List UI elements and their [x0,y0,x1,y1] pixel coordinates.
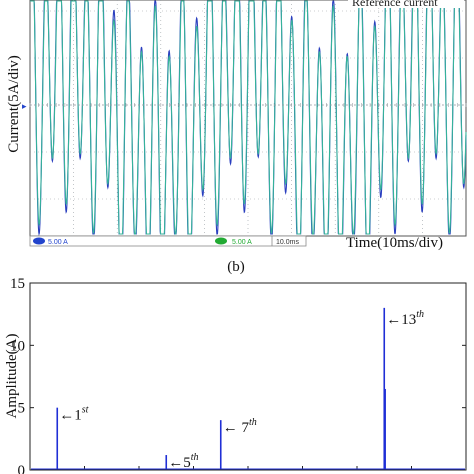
harmonic-label-7: ← 7th [223,417,257,436]
channel-2-badge-icon [215,237,227,245]
harmonic-label-order: ← 7 [223,420,250,436]
channel-2-scale: 5.00 A [232,239,252,246]
scope-y-axis-label: Current(5A/div) [6,55,22,152]
spectrum-y-tick-label: 5 [18,401,26,417]
harmonic-label-order: ←13 [386,312,416,328]
spectrum-ticks: 0 5 10 15 [10,276,466,474]
harmonic-label-suffix: th [416,309,424,320]
panel-caption: (b) [227,259,245,275]
scope-waveforms [30,0,467,237]
legend-backing [348,0,464,8]
legend-reference-current: Reference current [352,0,438,9]
spectrum-y-tick-label: 0 [18,463,26,474]
scope-panel: ▸ Reference current 5.00 A 5.00 A 10.0ms… [6,0,467,275]
channel-1-badge-icon [33,237,45,245]
spectrum-y-tick-label: 10 [10,338,25,354]
scope-status-bar: 5.00 A 5.00 A 10.0ms [29,235,307,247]
harmonic-label-13: ←13th [386,309,424,328]
channel-1-scale: 5.00 A [48,239,68,246]
harmonic-label-1: ←1st [59,405,88,424]
spectrum-bars: ←1st←5th← 7th←13th [56,307,424,471]
spectrum-y-tick-label: 15 [10,276,25,292]
harmonic-label-suffix: th [249,417,257,428]
timebase-readout: 10.0ms [276,239,299,246]
harmonic-label-suffix: st [82,405,89,416]
harmonic-label-order: ←5 [168,455,191,471]
scope-ground-marker: ▸ [22,101,27,111]
harmonic-label-order: ←1 [59,408,82,424]
harmonic-label-5: ←5th [168,452,198,471]
harmonic-label-suffix: th [191,452,199,463]
spectrum-y-axis-label: Amplitude(A) [4,334,20,419]
reference-current-wave [30,0,467,235]
scope-x-axis-label: Time(10ms/div) [346,235,443,251]
status-bar-bg [29,235,307,247]
